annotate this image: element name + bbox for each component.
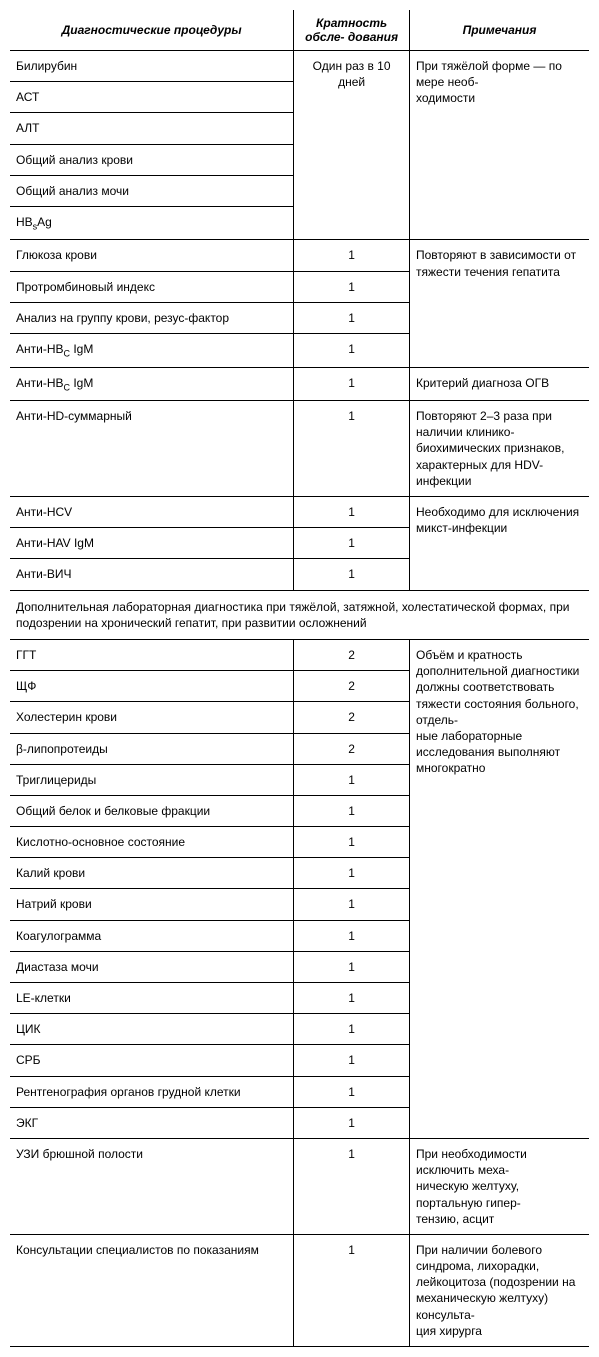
frequency-cell: 1: [294, 1107, 410, 1138]
frequency-cell: 1: [294, 528, 410, 559]
frequency-cell: 1: [294, 1045, 410, 1076]
frequency-cell: 1: [294, 858, 410, 889]
procedure-cell: Триглицериды: [10, 764, 294, 795]
note-cell: При тяжёлой форме — по мере необ-ходимос…: [410, 51, 590, 240]
procedure-cell: LE-клетки: [10, 983, 294, 1014]
procedure-cell: HBsAg: [10, 206, 294, 240]
frequency-cell: Один раз в 10 дней: [294, 51, 410, 240]
procedure-cell: Анти-HCV: [10, 497, 294, 528]
procedure-cell: Анти-ВИЧ: [10, 559, 294, 590]
procedure-cell: ЭКГ: [10, 1107, 294, 1138]
note-cell: Объём и кратность дополнительной диагнос…: [410, 639, 590, 1138]
procedure-cell: Диастаза мочи: [10, 951, 294, 982]
header-notes: Примечания: [410, 10, 590, 51]
note-cell: Необходимо для исключения микст-инфекции: [410, 497, 590, 591]
frequency-cell: 1: [294, 559, 410, 590]
frequency-cell: 1: [294, 1076, 410, 1107]
procedure-cell: АЛТ: [10, 113, 294, 144]
procedure-cell: Протромбиновый индекс: [10, 271, 294, 302]
frequency-cell: 1: [294, 795, 410, 826]
frequency-cell: 1: [294, 240, 410, 271]
frequency-cell: 1: [294, 1138, 410, 1234]
procedure-cell: УЗИ брюшной полости: [10, 1138, 294, 1234]
frequency-cell: 2: [294, 733, 410, 764]
frequency-cell: 1: [294, 983, 410, 1014]
procedure-cell: Общий анализ крови: [10, 144, 294, 175]
frequency-cell: 1: [294, 951, 410, 982]
frequency-cell: 1: [294, 271, 410, 302]
frequency-cell: 2: [294, 671, 410, 702]
note-cell: При необходимости исключить меха-ническу…: [410, 1138, 590, 1234]
table-row: БилирубинОдин раз в 10 днейПри тяжёлой ф…: [10, 51, 589, 82]
section-title: Дополнительная лабораторная диагностика …: [10, 590, 589, 639]
table-row: Анти-HD-суммарный1Повторяют 2–3 раза при…: [10, 401, 589, 497]
frequency-cell: 1: [294, 920, 410, 951]
procedure-cell: Анализ на группу крови, резус-фактор: [10, 302, 294, 333]
procedure-cell: Холестерин крови: [10, 702, 294, 733]
header-frequency: Кратность обсле- дования: [294, 10, 410, 51]
procedure-cell: Глюкоза крови: [10, 240, 294, 271]
procedure-cell: Коагулограмма: [10, 920, 294, 951]
frequency-cell: 1: [294, 827, 410, 858]
frequency-cell: 1: [294, 889, 410, 920]
note-cell: Повторяют 2–3 раза при наличии клинико-б…: [410, 401, 590, 497]
frequency-cell: 1: [294, 367, 410, 401]
procedure-cell: Кислотно-основное состояние: [10, 827, 294, 858]
frequency-cell: 2: [294, 702, 410, 733]
procedure-cell: Общий белок и белковые фракции: [10, 795, 294, 826]
table-row: Анти-HCV1Необходимо для исключения микст…: [10, 497, 589, 528]
procedure-cell: Общий анализ мочи: [10, 175, 294, 206]
section-row: Дополнительная лабораторная диагностика …: [10, 590, 589, 639]
note-cell: Критерий диагноза ОГВ: [410, 367, 590, 401]
frequency-cell: 1: [294, 1234, 410, 1346]
table-row: Анти-HBC IgM1Критерий диагноза ОГВ: [10, 367, 589, 401]
procedure-cell: ЩФ: [10, 671, 294, 702]
procedure-cell: Рентгенография органов грудной клетки: [10, 1076, 294, 1107]
procedure-cell: Натрий крови: [10, 889, 294, 920]
table-row: Консультации специалистов по показаниям1…: [10, 1234, 589, 1346]
frequency-cell: 1: [294, 401, 410, 497]
diagnostic-table: Диагностические процедуры Кратность обсл…: [10, 10, 589, 1347]
procedure-cell: АСТ: [10, 82, 294, 113]
procedure-cell: ГГТ: [10, 639, 294, 670]
frequency-cell: 1: [294, 764, 410, 795]
frequency-cell: 1: [294, 497, 410, 528]
procedure-cell: СРБ: [10, 1045, 294, 1076]
header-procedures: Диагностические процедуры: [10, 10, 294, 51]
procedure-cell: β-липопротеиды: [10, 733, 294, 764]
procedure-cell: Билирубин: [10, 51, 294, 82]
frequency-cell: 1: [294, 1014, 410, 1045]
frequency-cell: 1: [294, 302, 410, 333]
procedure-cell: Анти-HAV IgM: [10, 528, 294, 559]
table-row: УЗИ брюшной полости1При необходимости ис…: [10, 1138, 589, 1234]
procedure-cell: ЦИК: [10, 1014, 294, 1045]
note-cell: При наличии болевого синдрома, лихорадки…: [410, 1234, 590, 1346]
procedure-cell: Анти-HD-суммарный: [10, 401, 294, 497]
table-row: Глюкоза крови1Повторяют в зависимости от…: [10, 240, 589, 271]
table-row: ГГТ2Объём и кратность дополнительной диа…: [10, 639, 589, 670]
procedure-cell: Консультации специалистов по показаниям: [10, 1234, 294, 1346]
note-cell: Повторяют в зависимости от тяжести течен…: [410, 240, 590, 367]
frequency-cell: 2: [294, 639, 410, 670]
procedure-cell: Анти-HBC IgM: [10, 334, 294, 368]
procedure-cell: Калий крови: [10, 858, 294, 889]
procedure-cell: Анти-HBC IgM: [10, 367, 294, 401]
frequency-cell: 1: [294, 334, 410, 368]
